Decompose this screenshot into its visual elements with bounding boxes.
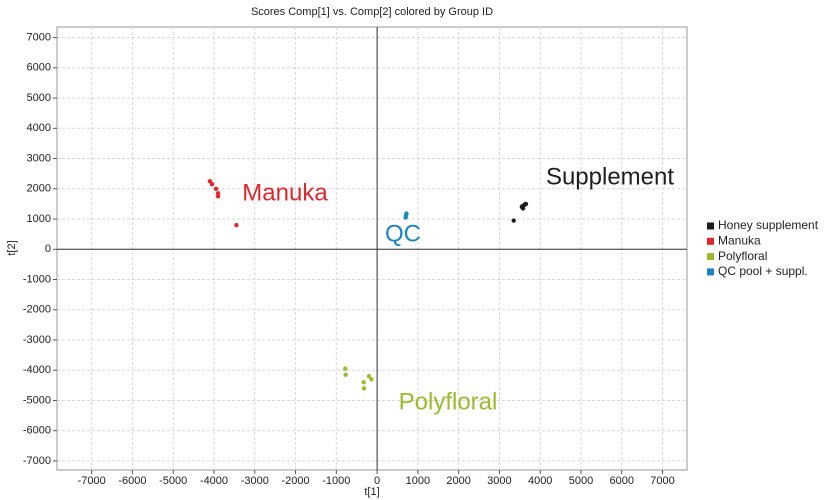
x-tick-label: -4000: [200, 475, 228, 487]
point: [520, 204, 525, 209]
x-tick-label: -7000: [78, 475, 106, 487]
y-tick-label: -3000: [23, 334, 51, 346]
x-tick-label: 7000: [650, 475, 674, 487]
point: [215, 194, 221, 199]
legend-swatch: [707, 268, 714, 276]
x-axis-label: t[1]: [364, 486, 379, 498]
x-tick-label: 6000: [610, 475, 634, 487]
y-tick-label: -2000: [23, 304, 51, 316]
point: [343, 372, 348, 377]
y-tick-label: 0: [45, 243, 51, 255]
plot-frame: [56, 26, 688, 471]
legend-label: Manuka: [718, 233, 761, 247]
annotation: Polyfloral: [399, 388, 498, 415]
x-tick-label: 3000: [487, 475, 511, 487]
y-tick-label: 3000: [27, 152, 51, 164]
point: [343, 366, 348, 371]
x-tick-label: 5000: [569, 475, 593, 487]
point: [361, 380, 366, 385]
y-tick-label: 6000: [27, 62, 51, 74]
point: [403, 213, 409, 218]
legend-swatch: [707, 253, 714, 261]
point: [511, 218, 516, 223]
x-tick-label: -2000: [281, 475, 309, 487]
x-tick-label: 1000: [406, 475, 430, 487]
y-tick-label: -7000: [23, 455, 51, 467]
y-tick-label: -6000: [23, 425, 51, 437]
legend-label: Honey supplement: [718, 218, 819, 232]
x-tick-label: -1000: [322, 475, 350, 487]
y-tick-label: 1000: [27, 213, 51, 225]
x-tick-label: -5000: [159, 475, 187, 487]
annotation: Supplement: [546, 163, 674, 190]
point: [361, 386, 367, 391]
point: [209, 182, 215, 187]
x-tick-label: 4000: [528, 475, 552, 487]
y-tick-label: -1000: [23, 273, 51, 285]
chart-title: Scores Comp[1] vs. Comp[2] colored by Gr…: [251, 6, 493, 18]
x-tick-label: 0: [374, 475, 380, 487]
annotation: QC: [385, 220, 421, 247]
point: [369, 377, 374, 382]
y-tick-label: 2000: [27, 183, 51, 195]
x-tick-label: 2000: [446, 475, 470, 487]
x-tick-label: -6000: [118, 475, 146, 487]
x-tick-label: -3000: [241, 475, 269, 487]
legend-swatch: [707, 222, 714, 230]
y-tick-label: 7000: [27, 31, 51, 43]
annotation: Manuka: [242, 179, 328, 206]
legend-swatch: [707, 237, 714, 245]
point: [234, 222, 239, 228]
legend-label: Polyfloral: [718, 249, 767, 263]
point: [366, 374, 372, 379]
point: [213, 186, 219, 191]
y-tick-label: 4000: [27, 122, 51, 134]
y-tick-label: -5000: [23, 394, 51, 406]
legend-label: QC pool + suppl.: [718, 264, 808, 278]
y-axis-label: t[2]: [6, 240, 18, 255]
y-tick-label: 5000: [27, 92, 51, 104]
point: [215, 191, 221, 196]
y-tick-label: -4000: [23, 364, 51, 376]
